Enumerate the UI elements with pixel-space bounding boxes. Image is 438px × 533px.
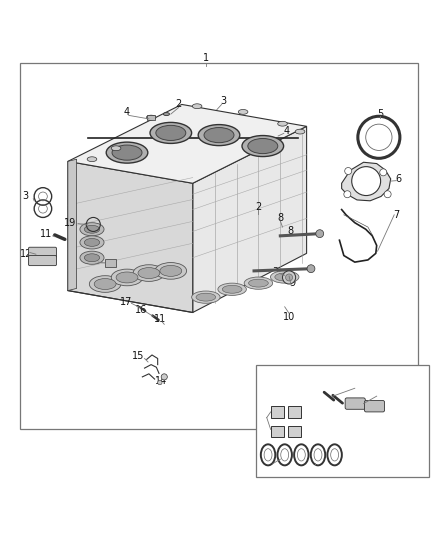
Polygon shape <box>68 104 307 183</box>
Ellipse shape <box>270 271 299 283</box>
Ellipse shape <box>244 277 272 289</box>
Circle shape <box>161 374 167 380</box>
Text: 18: 18 <box>86 256 98 266</box>
Ellipse shape <box>198 125 240 146</box>
Text: 12: 12 <box>20 249 32 259</box>
Text: 7: 7 <box>393 210 399 220</box>
Polygon shape <box>68 159 77 290</box>
Text: 11: 11 <box>349 379 361 390</box>
Text: 13: 13 <box>262 459 274 470</box>
Circle shape <box>283 271 296 284</box>
Ellipse shape <box>218 283 246 295</box>
Polygon shape <box>193 126 307 312</box>
Ellipse shape <box>111 146 121 151</box>
Text: 2: 2 <box>176 100 182 109</box>
FancyBboxPatch shape <box>28 247 57 257</box>
Circle shape <box>307 265 315 273</box>
FancyBboxPatch shape <box>364 400 385 412</box>
Ellipse shape <box>242 135 284 157</box>
Bar <box>147 115 155 120</box>
Text: 14: 14 <box>155 376 167 386</box>
Text: 9: 9 <box>290 278 296 288</box>
Ellipse shape <box>196 293 215 301</box>
Ellipse shape <box>295 129 305 134</box>
Ellipse shape <box>238 109 248 114</box>
Bar <box>271 407 284 418</box>
Ellipse shape <box>80 236 104 249</box>
Ellipse shape <box>80 251 104 264</box>
Text: 10: 10 <box>283 312 295 322</box>
Text: 3: 3 <box>272 266 278 277</box>
Ellipse shape <box>150 123 192 143</box>
Ellipse shape <box>87 157 97 161</box>
Text: 3: 3 <box>22 190 28 200</box>
Ellipse shape <box>156 125 186 141</box>
Text: 3: 3 <box>220 96 226 107</box>
Ellipse shape <box>155 263 187 279</box>
Text: 11: 11 <box>154 314 166 324</box>
Ellipse shape <box>84 238 99 246</box>
Bar <box>256 365 429 477</box>
Text: 3: 3 <box>312 461 318 471</box>
Ellipse shape <box>94 279 116 289</box>
Circle shape <box>316 230 324 238</box>
Ellipse shape <box>111 269 143 286</box>
Circle shape <box>344 191 351 198</box>
Text: 15: 15 <box>132 351 145 361</box>
Ellipse shape <box>106 142 148 163</box>
Ellipse shape <box>80 223 104 236</box>
Bar <box>105 259 116 266</box>
Text: 4: 4 <box>259 413 265 423</box>
Polygon shape <box>68 161 193 312</box>
Ellipse shape <box>248 279 268 287</box>
Ellipse shape <box>146 115 156 120</box>
Circle shape <box>158 381 162 385</box>
Text: 2: 2 <box>255 202 261 212</box>
Text: 16: 16 <box>135 305 147 316</box>
Ellipse shape <box>192 104 202 109</box>
Ellipse shape <box>278 122 287 126</box>
FancyBboxPatch shape <box>345 398 365 409</box>
Bar <box>20 63 418 429</box>
Circle shape <box>384 191 391 198</box>
Text: 19: 19 <box>64 217 76 228</box>
Text: 1: 1 <box>203 53 209 63</box>
Circle shape <box>352 167 381 196</box>
Circle shape <box>380 169 387 176</box>
Ellipse shape <box>84 254 99 262</box>
Polygon shape <box>342 162 391 201</box>
Ellipse shape <box>133 265 165 281</box>
Bar <box>288 407 301 418</box>
FancyBboxPatch shape <box>28 255 57 265</box>
Text: 12: 12 <box>375 390 387 399</box>
Bar <box>271 426 284 437</box>
Text: 8: 8 <box>277 213 283 223</box>
Circle shape <box>286 274 293 281</box>
Text: 5: 5 <box>377 109 383 119</box>
Ellipse shape <box>89 276 121 292</box>
Circle shape <box>345 167 352 174</box>
Ellipse shape <box>223 285 242 293</box>
Text: 4: 4 <box>123 107 129 117</box>
Text: 4: 4 <box>284 126 290 136</box>
Ellipse shape <box>160 265 182 276</box>
Ellipse shape <box>163 112 170 116</box>
Ellipse shape <box>116 272 138 283</box>
Text: 11: 11 <box>40 229 52 239</box>
Bar <box>288 426 301 437</box>
Text: 8: 8 <box>287 225 293 236</box>
Ellipse shape <box>191 291 220 303</box>
Text: 6: 6 <box>396 174 402 184</box>
Text: 17: 17 <box>120 296 132 306</box>
Ellipse shape <box>275 273 294 281</box>
Ellipse shape <box>138 268 160 279</box>
Ellipse shape <box>248 139 278 154</box>
Ellipse shape <box>204 127 234 143</box>
Ellipse shape <box>112 145 142 160</box>
Ellipse shape <box>84 225 99 233</box>
